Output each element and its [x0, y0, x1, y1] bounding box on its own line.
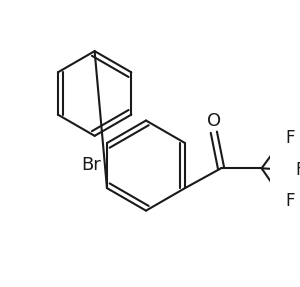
Text: F: F [286, 192, 295, 210]
Text: F: F [286, 129, 295, 147]
Text: Br: Br [81, 156, 100, 174]
Text: F: F [296, 161, 300, 179]
Text: O: O [207, 113, 221, 130]
